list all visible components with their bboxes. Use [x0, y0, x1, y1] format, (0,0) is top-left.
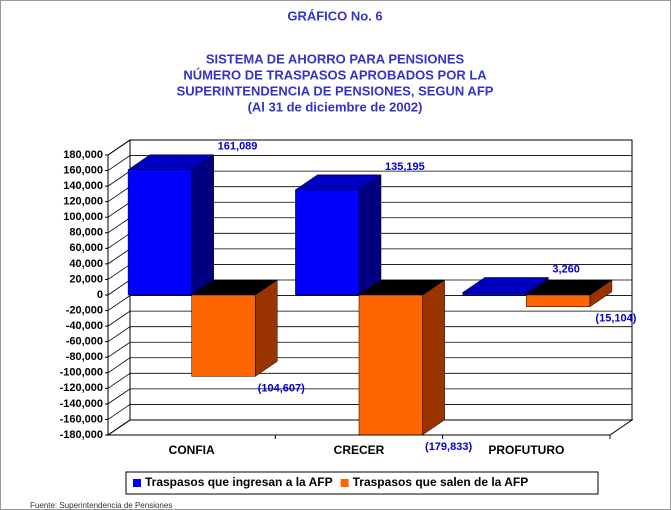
- legend: Traspasos que ingresan a la AFP Traspasos…: [125, 471, 599, 495]
- subtitle: SISTEMA DE AHORRO PARA PENSIONES: [206, 51, 465, 66]
- grid-line: [107, 372, 632, 389]
- value-label: 3,260: [552, 263, 580, 275]
- x-tick-label: CONFIA: [169, 443, 215, 457]
- y-tick-label: 80,000: [69, 227, 103, 239]
- grid-line: [107, 139, 632, 156]
- grid-line: [107, 341, 632, 358]
- x-tick-label: PROFUTURO: [488, 443, 564, 457]
- bar: [461, 276, 550, 296]
- y-tick-label: -140,000: [60, 398, 103, 410]
- y-tick-label: -100,000: [60, 367, 103, 379]
- y-tick-label: -20,000: [66, 304, 103, 316]
- y-tick-label: 180,000: [63, 149, 103, 161]
- grid-line: [107, 295, 632, 311]
- value-label: (104,607): [258, 382, 305, 394]
- bar-front: [295, 189, 360, 296]
- y-tick-label: 0: [97, 289, 103, 301]
- value-label: 135,195: [385, 161, 425, 173]
- bar-front: [462, 292, 527, 296]
- bar: [358, 279, 446, 436]
- chart-title: GRÁFICO No. 6: [287, 8, 382, 23]
- bar: [525, 279, 613, 308]
- bar-front: [358, 294, 423, 436]
- value-label: 161,089: [218, 141, 258, 153]
- x-tick-label: CRECER: [334, 443, 385, 457]
- bar: [127, 154, 215, 296]
- bar-side: [191, 154, 214, 296]
- subtitle: NÚMERO DE TRASPASOS APROBADOS POR LA: [183, 67, 487, 82]
- value-label: (179,833): [425, 441, 472, 453]
- legend-swatch: [133, 479, 141, 487]
- legend-swatch: [340, 479, 349, 487]
- bar: [294, 174, 382, 296]
- grid-line: [107, 404, 632, 420]
- y-tick-label: 100,000: [63, 211, 103, 223]
- y-tick-label: 120,000: [63, 196, 103, 208]
- y-tick-label: 140,000: [63, 180, 103, 192]
- grid-line: [107, 155, 632, 171]
- legend-label: Traspasos que ingresan a la AFP: [145, 475, 333, 489]
- grid-line: [107, 357, 632, 374]
- legend-box: [125, 471, 599, 495]
- bar-side: [358, 174, 382, 296]
- y-tick-label: 40,000: [69, 258, 103, 270]
- y-tick-label: -180,000: [60, 429, 103, 441]
- source: Fuente: Superintendencia de Pensiones: [30, 501, 172, 510]
- bar: [190, 279, 279, 377]
- bar-front: [191, 294, 256, 377]
- subtitle: SUPERINTENDENCIA DE PENSIONES, SEGUN AFP: [177, 83, 494, 98]
- y-tick-label: -40,000: [66, 320, 103, 332]
- value-label: (15,104): [595, 313, 636, 325]
- y-tick-label: -120,000: [60, 382, 103, 394]
- legend-label: Traspasos que salen de la AFP: [353, 475, 529, 489]
- subtitle: (Al 31 de diciembre de 2002): [248, 99, 423, 114]
- y-tick-label: 60,000: [69, 242, 103, 254]
- grid-line: [107, 388, 632, 405]
- bar-front: [526, 294, 591, 307]
- grid-line: [107, 419, 632, 436]
- grid-line: [107, 310, 632, 327]
- y-tick-label: 20,000: [69, 273, 103, 285]
- bar-side: [255, 279, 278, 377]
- bar-front: [127, 169, 192, 296]
- y-tick-label: -80,000: [66, 351, 103, 363]
- y-tick-label: 160,000: [63, 164, 103, 176]
- y-tick-label: -60,000: [66, 336, 103, 348]
- bar-side: [422, 279, 445, 436]
- y-tick-label: -160,000: [60, 413, 103, 425]
- grid-line: [107, 326, 632, 342]
